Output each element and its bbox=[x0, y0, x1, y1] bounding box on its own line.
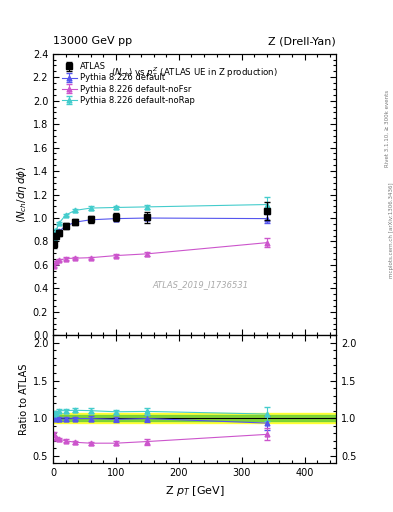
Text: 13000 GeV pp: 13000 GeV pp bbox=[53, 36, 132, 46]
Y-axis label: Ratio to ATLAS: Ratio to ATLAS bbox=[18, 364, 29, 435]
Text: Z (Drell-Yan): Z (Drell-Yan) bbox=[268, 36, 336, 46]
Text: Rivet 3.1.10, ≥ 300k events: Rivet 3.1.10, ≥ 300k events bbox=[385, 90, 389, 166]
Legend: ATLAS, Pythia 8.226 default, Pythia 8.226 default-noFsr, Pythia 8.226 default-no: ATLAS, Pythia 8.226 default, Pythia 8.22… bbox=[60, 61, 196, 106]
Y-axis label: $\langle N_{ch}/d\eta\, d\phi\rangle$: $\langle N_{ch}/d\eta\, d\phi\rangle$ bbox=[15, 166, 29, 223]
Text: $\langle N_{ch}\rangle$ vs $p^{Z}_{T}$ (ATLAS UE in Z production): $\langle N_{ch}\rangle$ vs $p^{Z}_{T}$ (… bbox=[111, 65, 278, 80]
Bar bbox=[53, 413, 336, 423]
Text: mcplots.cern.ch [arXiv:1306.3436]: mcplots.cern.ch [arXiv:1306.3436] bbox=[389, 183, 393, 278]
X-axis label: Z $p_T$ [GeV]: Z $p_T$ [GeV] bbox=[165, 484, 224, 498]
Bar bbox=[53, 415, 336, 421]
Text: ATLAS_2019_I1736531: ATLAS_2019_I1736531 bbox=[152, 280, 248, 289]
